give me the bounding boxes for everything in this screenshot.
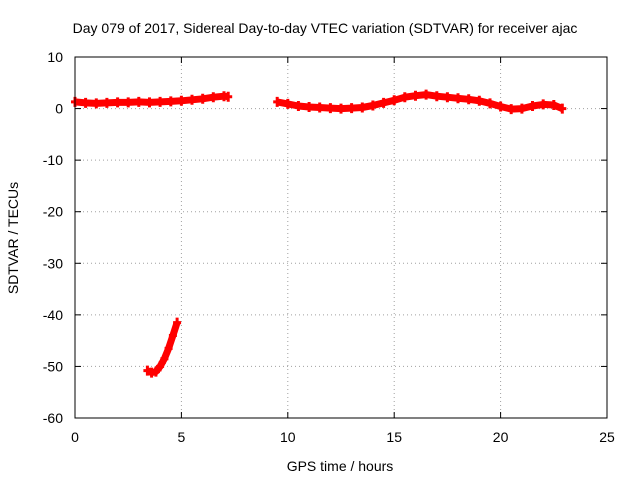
- data-line-segment: [276, 91, 564, 113]
- data-point: [198, 93, 207, 104]
- data-point: [305, 102, 314, 112]
- data-point: [422, 89, 431, 100]
- data-point: [151, 366, 160, 377]
- x-tick-label: 0: [71, 429, 79, 445]
- data-point: [168, 330, 177, 341]
- data-point: [517, 103, 526, 114]
- data-point: [273, 96, 282, 107]
- x-axis-label: GPS time / hours: [287, 458, 394, 474]
- data-point: [177, 95, 186, 106]
- data-point: [156, 361, 165, 372]
- data-point: [432, 91, 441, 102]
- data-point: [156, 96, 165, 107]
- y-tick-label: -10: [43, 152, 63, 168]
- data-point: [539, 99, 548, 110]
- data-series: [71, 89, 567, 378]
- data-point: [134, 96, 143, 107]
- data-point: [315, 102, 324, 113]
- data-point: [294, 101, 303, 111]
- plot-frame: [74, 56, 608, 419]
- data-line-segment: [74, 92, 229, 107]
- data-point: [164, 343, 173, 354]
- data-point: [160, 353, 169, 364]
- y-tick-label: -20: [43, 204, 63, 220]
- data-point: [411, 90, 420, 101]
- data-point: [358, 102, 367, 113]
- y-tick-label: -50: [43, 358, 63, 374]
- x-tick-label: 15: [386, 429, 402, 445]
- data-point: [486, 98, 494, 109]
- data-point: [81, 97, 90, 108]
- data-point: [188, 94, 196, 105]
- axes: 0 5 10 15 20 25 10 0 -10 -20 -30 -40 -50 -60: [43, 49, 615, 445]
- x-tick-label: 25: [599, 429, 615, 445]
- x-tick-label: 5: [178, 429, 186, 445]
- data-point: [143, 365, 152, 376]
- y-tick-label: -40: [43, 307, 63, 323]
- data-point: [224, 91, 233, 102]
- data-point: [379, 97, 388, 108]
- data-point: [528, 101, 537, 111]
- data-point: [400, 92, 409, 103]
- data-point: [326, 103, 335, 114]
- data-point: [496, 101, 505, 112]
- data-point: [347, 103, 356, 114]
- data-point: [113, 97, 122, 108]
- data-point: [454, 93, 462, 104]
- y-axis-label: SDTVAR / TECUs: [5, 182, 21, 294]
- data-point: [464, 94, 473, 105]
- data-point: [507, 104, 516, 115]
- data-point: [368, 100, 377, 111]
- data-point: [337, 103, 345, 114]
- data-point: [390, 95, 399, 106]
- x-tick-label: 10: [280, 429, 296, 445]
- data-point: [283, 98, 292, 109]
- x-tick-label: 20: [493, 429, 509, 445]
- data-point: [92, 98, 101, 109]
- y-tick-label: -60: [43, 410, 63, 426]
- data-point: [145, 97, 154, 108]
- y-tick-label: -30: [43, 255, 63, 271]
- data-point: [549, 100, 558, 110]
- y-tick-label: 10: [47, 49, 63, 65]
- data-point: [124, 97, 133, 108]
- data-point: [102, 97, 111, 108]
- data-point: [173, 317, 182, 328]
- data-point: [475, 95, 484, 106]
- data-point: [443, 92, 452, 103]
- chart-title: Day 079 of 2017, Sidereal Day-to-day VTE…: [73, 20, 578, 36]
- y-tick-label: 0: [55, 101, 63, 117]
- data-point: [209, 92, 218, 103]
- data-point: [558, 103, 567, 114]
- data-point: [166, 96, 175, 107]
